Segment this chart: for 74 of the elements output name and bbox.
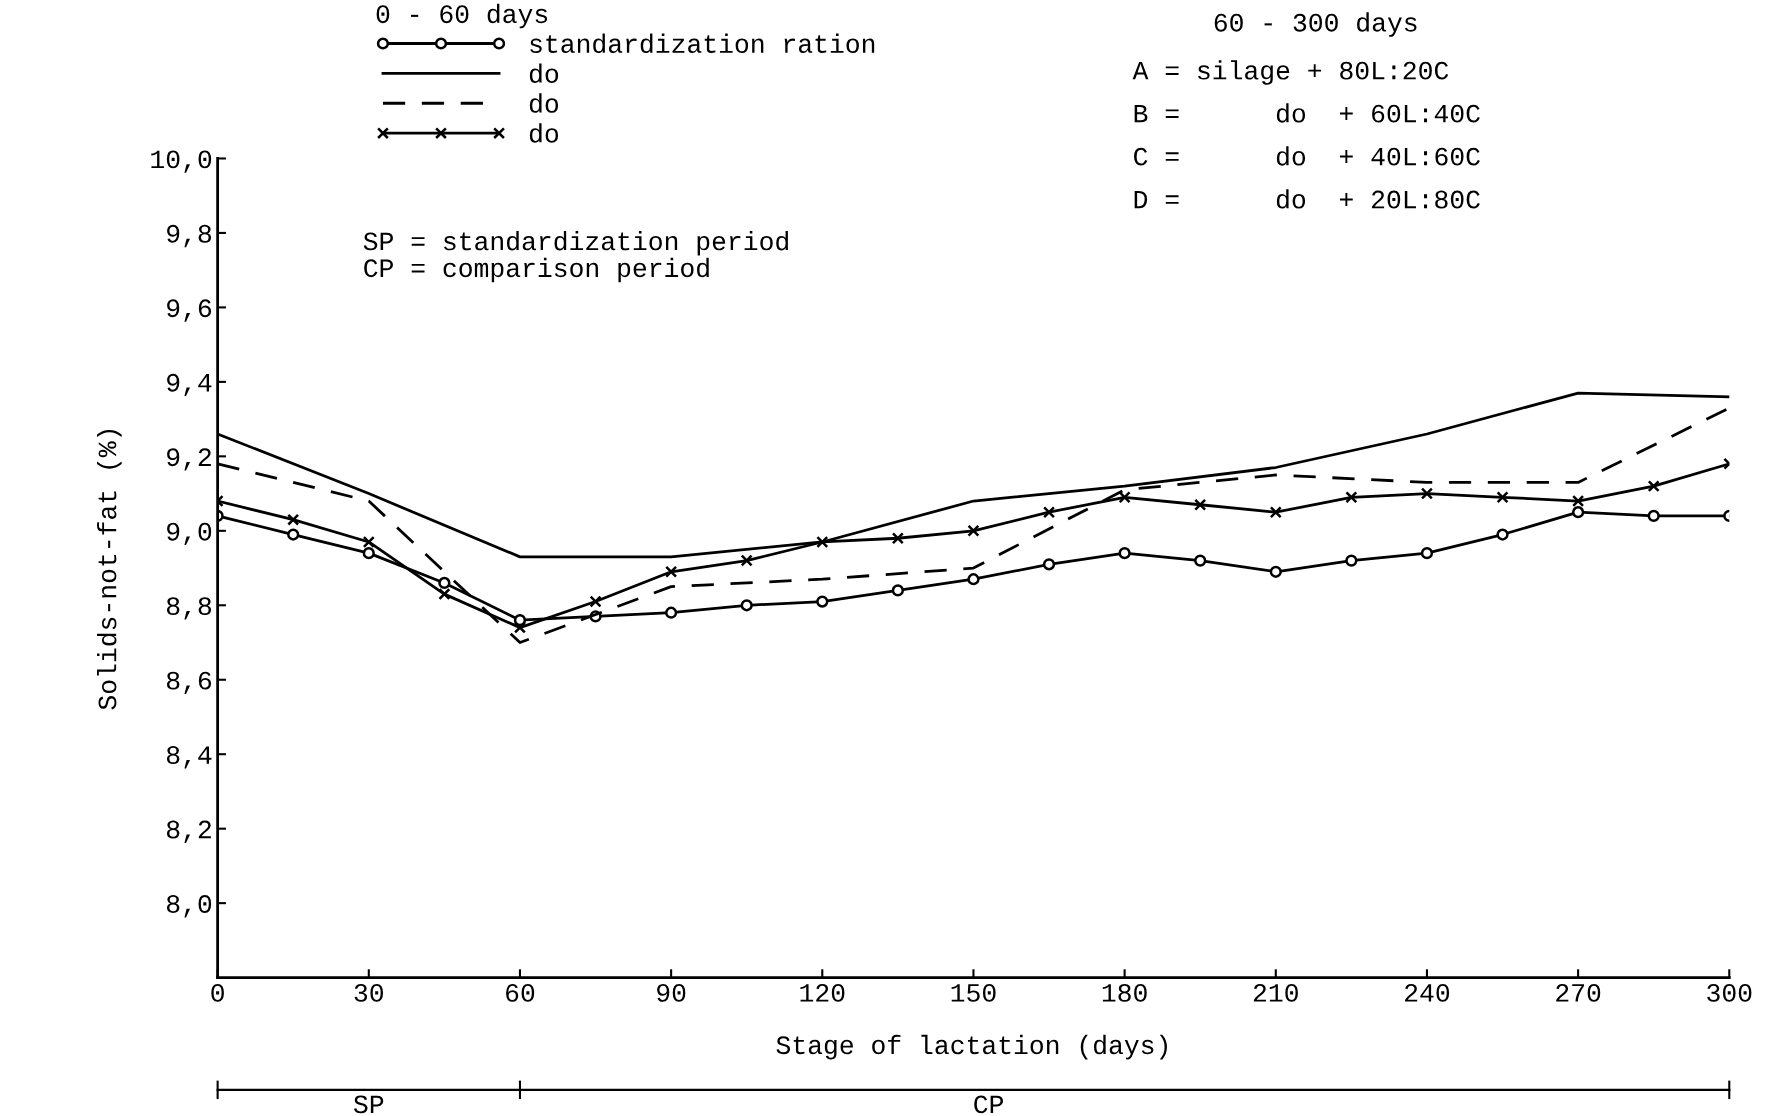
point bbox=[665, 606, 678, 619]
annotation: SP = standardization period bbox=[363, 230, 788, 256]
annotation: D = do + 20L:80C bbox=[1134, 189, 1480, 209]
point bbox=[1647, 509, 1660, 523]
annotation: C = do + 40L:60C bbox=[1134, 146, 1480, 166]
point bbox=[740, 554, 753, 567]
point bbox=[1420, 547, 1434, 560]
point bbox=[1496, 528, 1509, 541]
legend-label: do bbox=[529, 93, 559, 113]
y-tick-label: 9,4 bbox=[167, 373, 212, 397]
y-tick-label: 8,6 bbox=[166, 671, 212, 694]
point bbox=[1647, 480, 1660, 493]
legend-label: standardization ration bbox=[530, 33, 875, 54]
point bbox=[665, 565, 678, 578]
x-tick-label: 240 bbox=[1405, 983, 1450, 1002]
x-tick-label: 180 bbox=[1102, 983, 1147, 1002]
point bbox=[1269, 565, 1282, 578]
text: A = silage + 80L:20C bbox=[1132, 60, 1449, 85]
x-tick-label: 90 bbox=[657, 983, 686, 1002]
y-axis-title: Solids-not-fat (%) bbox=[97, 429, 122, 710]
x-axis-title: Stage of lactation (days) bbox=[776, 1034, 1167, 1060]
point bbox=[589, 595, 602, 608]
point bbox=[1194, 554, 1207, 567]
x-tick-label: 150 bbox=[951, 983, 996, 1002]
x-tick-label: 0 bbox=[211, 983, 224, 1002]
y-tick-label: 9,6 bbox=[167, 299, 212, 322]
point bbox=[891, 584, 904, 597]
point bbox=[891, 532, 904, 545]
point bbox=[1118, 491, 1131, 504]
point bbox=[1345, 491, 1358, 504]
point bbox=[1042, 558, 1056, 571]
point bbox=[816, 535, 829, 549]
text: CP bbox=[974, 1095, 1003, 1114]
point bbox=[816, 595, 829, 608]
point bbox=[1572, 494, 1585, 508]
point bbox=[1496, 491, 1509, 504]
point bbox=[287, 513, 300, 526]
point bbox=[967, 573, 980, 586]
point bbox=[1269, 506, 1282, 519]
x-tick-label: 270 bbox=[1556, 983, 1601, 1002]
legend-label: do bbox=[529, 123, 559, 143]
point bbox=[438, 576, 451, 590]
point bbox=[362, 547, 375, 560]
point bbox=[362, 535, 375, 549]
x-tick-label: 120 bbox=[800, 983, 845, 1002]
point bbox=[1345, 554, 1358, 567]
point bbox=[967, 524, 980, 537]
annotation: CP = comparison period bbox=[364, 257, 709, 283]
y-tick-label: 8,0 bbox=[166, 895, 212, 918]
point bbox=[1042, 506, 1056, 519]
y-tick-label: 9,8 bbox=[167, 224, 212, 248]
y-tick-label: 8,8 bbox=[166, 597, 212, 620]
y-tick-label: 9,0 bbox=[167, 522, 212, 546]
point bbox=[438, 588, 451, 601]
y-tick-label: 9,2 bbox=[167, 448, 211, 471]
point bbox=[287, 528, 300, 541]
x-tick-label: 30 bbox=[354, 983, 383, 1002]
point bbox=[1420, 487, 1434, 500]
legend-label: do bbox=[529, 63, 559, 83]
y-tick-label: 8,2 bbox=[166, 820, 211, 843]
x-tick-label: 300 bbox=[1707, 983, 1752, 1002]
point bbox=[1194, 498, 1207, 511]
point bbox=[1118, 547, 1131, 560]
text: 60 - 300 days bbox=[1214, 12, 1417, 37]
point bbox=[513, 621, 527, 634]
text: B = do + 60L:40C bbox=[1134, 103, 1480, 123]
point bbox=[740, 599, 753, 612]
y-tick-label: 10,0 bbox=[151, 150, 212, 173]
y-tick-label: 8,4 bbox=[166, 746, 212, 769]
x-tick-label: 210 bbox=[1253, 983, 1298, 1002]
point bbox=[1572, 506, 1585, 519]
text: SP bbox=[353, 1095, 384, 1114]
x-tick-label: 60 bbox=[506, 983, 535, 1002]
legend-title: 0 - 60 days bbox=[376, 3, 548, 29]
